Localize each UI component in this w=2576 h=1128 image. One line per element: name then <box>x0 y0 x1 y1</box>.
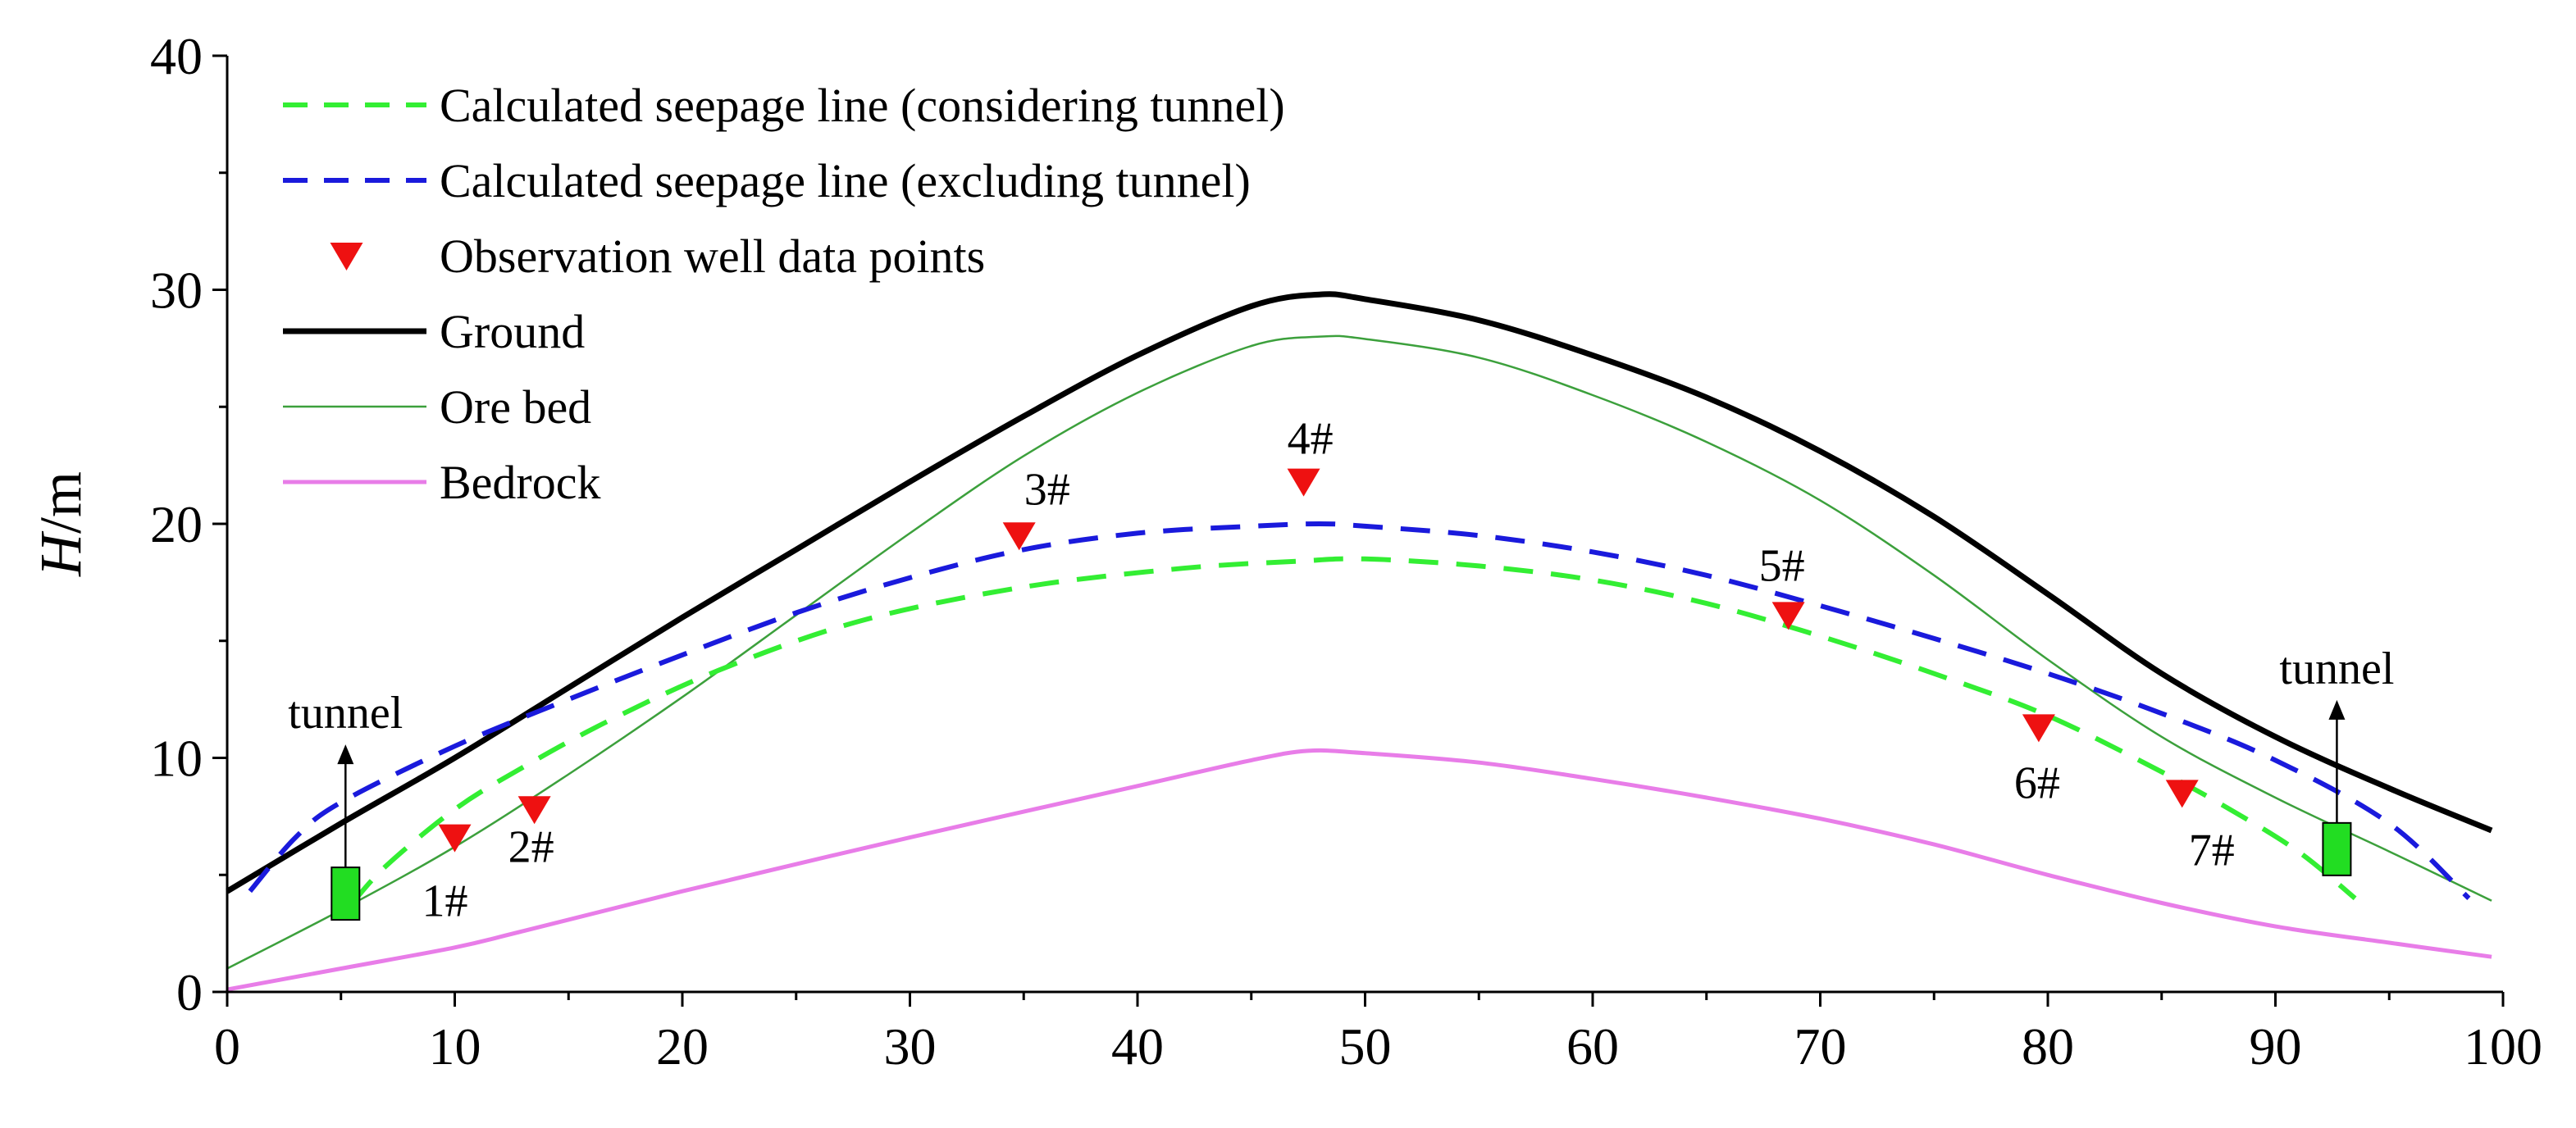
tunnel-label-1: tunnel <box>288 688 403 739</box>
x-tick-label-100: 100 <box>2464 1017 2542 1076</box>
tunnel-marker-2 <box>2322 821 2352 876</box>
plot-area: tunnel tunnel 1# 2# 3# 4# 5# 6# 7# <box>226 291 2493 992</box>
observation-well-marker-2 <box>517 796 551 825</box>
axes: 0 10 20 30 40 50 60 70 80 90 100 0 10 20 30 40 H/m <box>28 27 2542 1076</box>
y-axis-title-variable: H <box>28 530 93 577</box>
series-line-bedrock <box>226 748 2492 992</box>
legend: Calculated seepage line (considering tun… <box>283 79 1285 509</box>
x-tick-label-30: 30 <box>884 1017 937 1076</box>
legend-label-observation-well-data-points: Observation well data points <box>440 230 985 283</box>
observation-well-label-3: 3# <box>1024 464 1070 515</box>
tunnel-label-2: tunnel <box>2279 644 2394 694</box>
x-tick-label-50: 50 <box>1339 1017 1392 1076</box>
legend-swatch-observation-wells <box>330 243 363 271</box>
y-tick-label-40: 40 <box>150 27 203 85</box>
observation-well-label-4: 4# <box>1288 414 1334 465</box>
legend-label-calculated-seepage-line-considering-tunnel: Calculated seepage line (considering tun… <box>440 79 1285 132</box>
legend-label-ore-bed: Ore bed <box>440 380 591 434</box>
series-line-calculated-seepage-line-excluding-tunnel <box>248 521 2471 900</box>
x-tick-label-60: 60 <box>1566 1017 1619 1076</box>
x-tick-label-40: 40 <box>1111 1017 1164 1076</box>
legend-label-bedrock: Bedrock <box>440 456 601 509</box>
observation-well-label-6: 6# <box>2014 757 2060 808</box>
series-line-ground <box>226 291 2493 894</box>
y-tick-label-0: 0 <box>176 963 203 1021</box>
legend-label-ground: Ground <box>440 305 585 358</box>
observation-well-marker-6 <box>2022 714 2055 743</box>
x-tick-label-90: 90 <box>2250 1017 2302 1076</box>
y-axis-title-unit: /m <box>28 471 93 534</box>
tunnel-arrow-head-2 <box>2328 699 2346 720</box>
x-tick-label-10: 10 <box>429 1017 481 1076</box>
observation-well-marker-5 <box>1771 602 1805 630</box>
observation-well-marker-4 <box>1287 468 1320 497</box>
observation-well-label-2: 2# <box>508 821 554 872</box>
observation-well-marker-3 <box>1002 522 1036 551</box>
y-axis-title: H/m <box>28 471 93 577</box>
tunnel-marker-1 <box>331 866 361 921</box>
observation-well-label-1: 1# <box>422 876 468 927</box>
x-tick-label-20: 20 <box>656 1017 709 1076</box>
observation-well-label-5: 5# <box>1759 540 1805 591</box>
tunnel-arrow-head-1 <box>337 744 354 765</box>
observation-well-marker-7 <box>2165 780 2199 808</box>
y-tick-label-10: 10 <box>150 730 203 788</box>
x-tick-label-80: 80 <box>2022 1017 2074 1076</box>
x-tick-label-70: 70 <box>1794 1017 1847 1076</box>
observation-well-marker-1 <box>438 824 472 853</box>
observation-well-label-7: 7# <box>2189 825 2235 876</box>
x-tick-label-0: 0 <box>214 1017 240 1076</box>
y-tick-label-20: 20 <box>150 495 203 553</box>
legend-label-calculated-seepage-line-excluding-tunnel: Calculated seepage line (excluding tunne… <box>440 154 1251 207</box>
y-tick-label-30: 30 <box>150 262 203 320</box>
series-line-calculated-seepage-line-considering-tunnel <box>350 556 2357 905</box>
series-line-ore-bed <box>226 334 2492 970</box>
